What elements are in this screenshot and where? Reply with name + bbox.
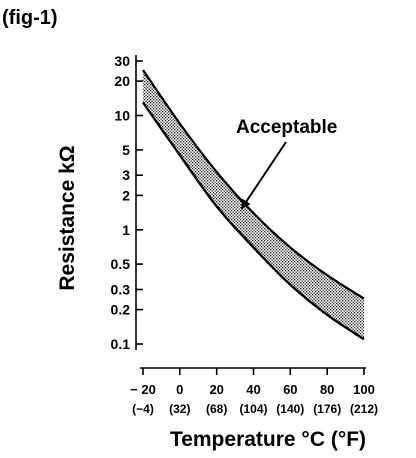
x-axis-title: Temperature °C (°F): [170, 428, 366, 451]
x-tick-label: 60: [283, 382, 297, 397]
x-tick-label: − 20: [130, 382, 156, 397]
acceptable-band-lower-curve: [142, 101, 365, 341]
y-tick-label: 20: [114, 73, 130, 89]
x-tick-label: 80: [320, 382, 334, 397]
x-tick-label-fahrenheit: (−4): [132, 402, 154, 416]
x-tick-label-fahrenheit: (176): [313, 402, 341, 416]
y-tick-label: 0.5: [111, 256, 131, 272]
x-tick-label: 40: [246, 382, 260, 397]
x-tick-label-fahrenheit: (140): [276, 402, 304, 416]
y-tick-label: 5: [122, 142, 130, 158]
figure-label: (fig-1): [2, 7, 58, 29]
acceptable-band-area: [143, 70, 364, 340]
y-tick-label: 0.2: [111, 302, 131, 318]
y-tick-label: 1: [122, 222, 130, 238]
acceptable-annotation: Acceptable: [236, 117, 337, 138]
y-ticks: 0.1 0.2 0.3 0.5 1 2 3 5 10 20 30: [111, 53, 143, 352]
acceptable-band-upper-curve: [142, 69, 365, 300]
y-tick-label: 0.3: [111, 282, 131, 298]
x-tick-label: 100: [353, 382, 375, 397]
x-tick-label-fahrenheit: (104): [239, 402, 267, 416]
y-tick-label: 2: [122, 187, 130, 203]
x-tick-label-fahrenheit: (212): [350, 402, 378, 416]
y-tick-label: 10: [114, 108, 130, 124]
x-tick-label-fahrenheit: (68): [206, 402, 227, 416]
y-tick-label: 3: [122, 167, 130, 183]
band-layer: [142, 69, 365, 341]
x-tick-label: 0: [176, 382, 183, 397]
axes: 0.1 0.2 0.3 0.5 1 2 3 5 10 20 30 − 20 (−4) 0 (32) 20 (6…: [111, 53, 378, 416]
y-axis-title: Resistance kΩ: [56, 145, 79, 290]
x-tick-label-fahrenheit: (32): [169, 402, 190, 416]
annotation-arrow: [240, 141, 287, 210]
x-tick-label: 20: [209, 382, 223, 397]
y-tick-label: 0.1: [111, 336, 131, 352]
y-tick-label: 30: [114, 53, 130, 69]
x-ticks: − 20 (−4) 0 (32) 20 (68) 40 (104) 60 (140) 80 (176)…: [130, 368, 378, 416]
